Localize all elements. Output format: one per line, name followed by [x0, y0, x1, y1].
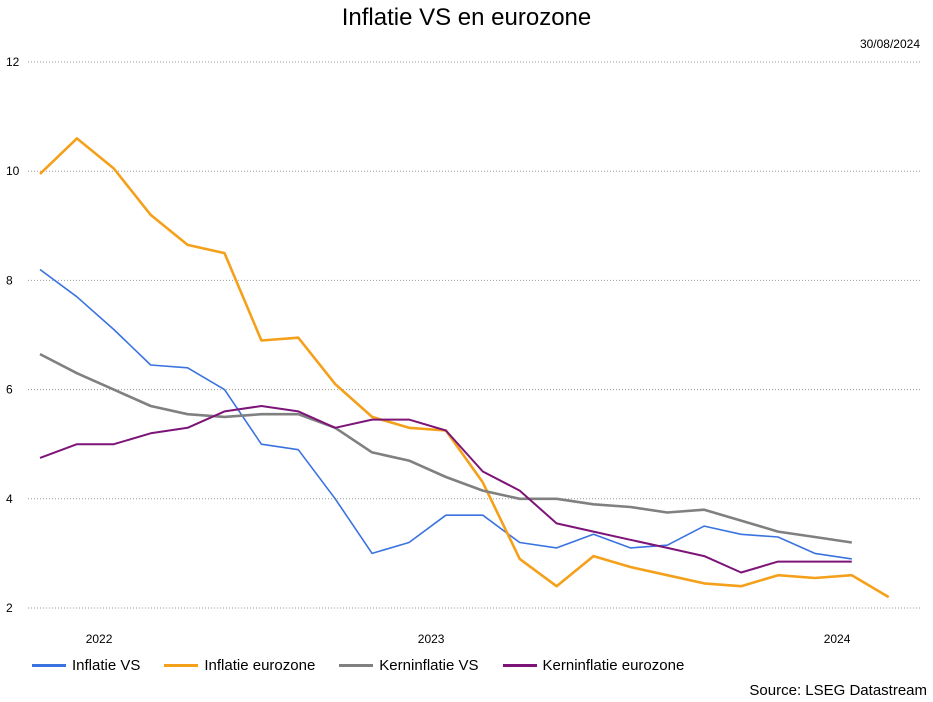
- legend-item: Kerninflatie eurozone: [502, 657, 685, 674]
- legend-item: Kerninflatie VS: [339, 657, 479, 674]
- x-tick-label: 2024: [824, 632, 851, 646]
- legend-label: Inflatie eurozone: [204, 657, 316, 674]
- series-line-kerninflatie-eurozone: [39, 405, 852, 574]
- y-tick-label: 6: [6, 383, 13, 397]
- legend-label: Kerninflatie eurozone: [542, 657, 685, 674]
- legend-swatch: [502, 664, 537, 667]
- chart-date: 30/08/2024: [859, 37, 920, 51]
- x-tick-label: 2023: [418, 632, 445, 646]
- series-line-kerninflatie-vs: [39, 352, 852, 544]
- series-line-inflatie-eurozone: [39, 137, 890, 599]
- source-note: Source: LSEG Datastream: [749, 682, 927, 699]
- legend-item: Inflatie VS: [32, 657, 140, 674]
- legend-swatch: [339, 664, 374, 667]
- y-tick-label: 12: [6, 55, 20, 69]
- legend-label: Kerninflatie VS: [379, 657, 479, 674]
- y-tick-label: 4: [6, 492, 13, 506]
- chart-legend: Inflatie VS Inflatie eurozone Kerninflatie…: [32, 657, 708, 674]
- legend-item: Inflatie eurozone: [164, 657, 315, 674]
- legend-label: Inflatie VS: [72, 657, 141, 674]
- legend-swatch: [32, 664, 66, 667]
- y-tick-label: 2: [6, 601, 13, 615]
- y-tick-label: 10: [6, 164, 20, 178]
- x-tick-label: 2022: [86, 632, 113, 646]
- legend-swatch: [164, 664, 199, 667]
- y-tick-label: 8: [6, 273, 13, 287]
- series-line-inflatie-vs: [39, 268, 852, 560]
- chart-title: Inflatie VS en eurozone: [341, 4, 592, 31]
